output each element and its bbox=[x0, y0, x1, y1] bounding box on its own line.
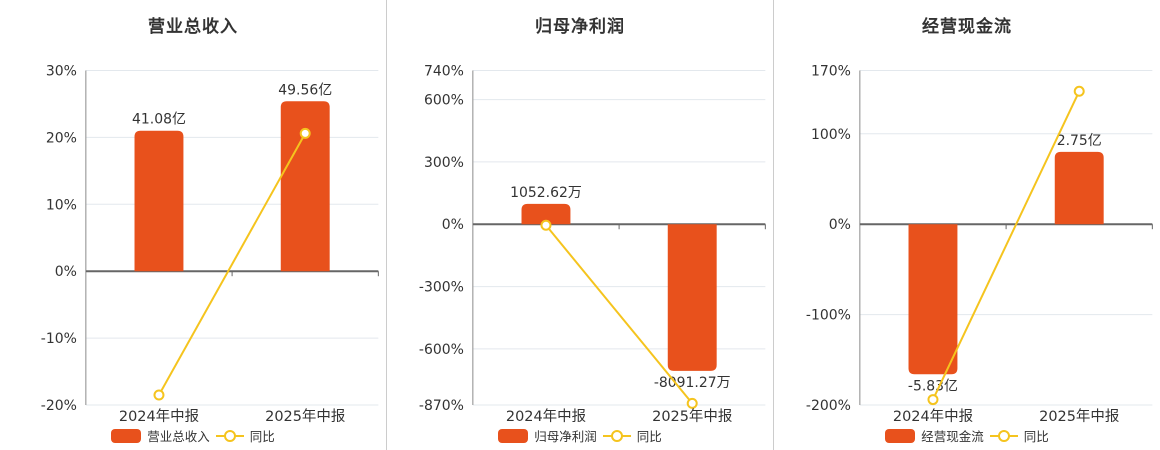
yoy-marker-2025年中报[interactable] bbox=[686, 397, 698, 409]
legend-circle-icon bbox=[610, 429, 623, 442]
bar-value-label: -8091.27万 bbox=[654, 375, 731, 391]
yoy-line bbox=[545, 224, 693, 404]
y-tick-label: 30% bbox=[46, 63, 77, 79]
x-category-label: 2025年中报 bbox=[1039, 408, 1119, 425]
x-category-label: 2025年中报 bbox=[265, 408, 345, 425]
legend-operating-cash-flow: 经营现金流 同比 bbox=[774, 427, 1160, 444]
bar-2024年中报[interactable] bbox=[134, 130, 184, 272]
chart-panel-operating-cash-flow: 经营现金流 170% 100% 0% -100% -200% -5.83亿 2.75亿 202… bbox=[773, 0, 1160, 450]
y-tick-label: 0% bbox=[442, 217, 464, 233]
bar-legend-swatch[interactable] bbox=[885, 428, 916, 443]
legend-operating-revenue: 营业总收入 同比 bbox=[0, 427, 386, 444]
bar-2024年中报[interactable] bbox=[908, 224, 958, 375]
chart-panel-operating-revenue: 营业总收入 30% 20% 10% 0% -10% -20% 41.08亿 49.56亿 202… bbox=[0, 0, 386, 450]
y-tick-label: 20% bbox=[46, 130, 77, 146]
yoy-marker-2024年中报[interactable] bbox=[540, 219, 552, 231]
bar-value-label: 49.56亿 bbox=[278, 82, 332, 98]
x-category-label: 2024年中报 bbox=[119, 408, 199, 425]
y-tick-label: 740% bbox=[424, 63, 464, 79]
y-tick-label: 170% bbox=[811, 63, 851, 79]
yoy-marker-2024年中报[interactable] bbox=[927, 394, 939, 406]
y-tick-label: -200% bbox=[806, 398, 851, 414]
y-tick-label: -100% bbox=[806, 308, 851, 324]
bar-legend-swatch[interactable] bbox=[111, 428, 142, 443]
line-legend-marker[interactable] bbox=[989, 429, 1018, 443]
bar-legend-label[interactable]: 归母净利润 bbox=[534, 429, 597, 444]
x-category-label: 2024年中报 bbox=[893, 408, 973, 425]
legend-circle-icon bbox=[223, 429, 236, 442]
yoy-line bbox=[158, 132, 307, 396]
y-tick-label: -10% bbox=[41, 331, 77, 347]
bar-legend-label[interactable]: 经营现金流 bbox=[921, 429, 984, 444]
bar-legend-swatch[interactable] bbox=[498, 428, 529, 443]
line-legend-label[interactable]: 同比 bbox=[636, 429, 662, 444]
y-tick-label: -600% bbox=[419, 342, 464, 358]
line-legend-marker[interactable] bbox=[602, 429, 631, 443]
yoy-marker-2024年中报[interactable] bbox=[153, 389, 165, 401]
chart-title-operating-revenue: 营业总收入 bbox=[148, 17, 238, 37]
x-category-label: 2025年中报 bbox=[652, 408, 732, 425]
operating-cash-flow-plot: 170% 100% 0% -100% -200% -5.83亿 2.75亿 2024年中报 20… bbox=[806, 63, 1153, 425]
y-tick-label: 300% bbox=[424, 155, 464, 171]
y-tick-label: -20% bbox=[41, 398, 77, 414]
x-category-label: 2024年中报 bbox=[506, 408, 586, 425]
bar-2025年中报[interactable] bbox=[280, 101, 330, 272]
bar-2024年中报[interactable] bbox=[521, 203, 571, 225]
line-legend-label[interactable]: 同比 bbox=[1023, 429, 1049, 444]
bar-2025年中报[interactable] bbox=[667, 224, 717, 371]
y-tick-label: -870% bbox=[419, 398, 464, 414]
line-legend-label[interactable]: 同比 bbox=[249, 429, 275, 444]
y-tick-label: 0% bbox=[829, 217, 851, 233]
chart-title-net-profit: 归母净利润 bbox=[535, 17, 625, 37]
operating-revenue-plot: 30% 20% 10% 0% -10% -20% 41.08亿 49.56亿 2024年中报 20… bbox=[41, 63, 379, 425]
legend-circle-icon bbox=[997, 429, 1010, 442]
y-tick-label: 0% bbox=[55, 264, 77, 280]
yoy-marker-2025年中报[interactable] bbox=[299, 127, 311, 139]
bar-2025年中报[interactable] bbox=[1054, 151, 1104, 225]
legend-net-profit: 归母净利润 同比 bbox=[387, 427, 773, 444]
bar-value-label: 41.08亿 bbox=[132, 112, 186, 128]
bar-value-label: -5.83亿 bbox=[908, 378, 958, 394]
yoy-line bbox=[932, 90, 1081, 401]
y-tick-label: 10% bbox=[46, 197, 77, 213]
line-legend-marker[interactable] bbox=[215, 429, 244, 443]
y-tick-label: -300% bbox=[419, 280, 464, 296]
y-tick-label: 100% bbox=[811, 127, 851, 143]
chart-panel-net-profit: 归母净利润 740% 600% 300% 0% -300% -600% -870% 1052.… bbox=[386, 0, 773, 450]
bar-value-label: 2.75亿 bbox=[1057, 133, 1102, 149]
bar-legend-label[interactable]: 营业总收入 bbox=[147, 429, 210, 444]
chart-title-operating-cash-flow: 经营现金流 bbox=[922, 17, 1012, 37]
yoy-marker-2025年中报[interactable] bbox=[1073, 85, 1085, 97]
y-tick-label: 600% bbox=[424, 93, 464, 109]
bar-value-label: 1052.62万 bbox=[510, 185, 582, 201]
net-profit-plot: 740% 600% 300% 0% -300% -600% -870% 1052.62万 -80… bbox=[419, 63, 766, 425]
